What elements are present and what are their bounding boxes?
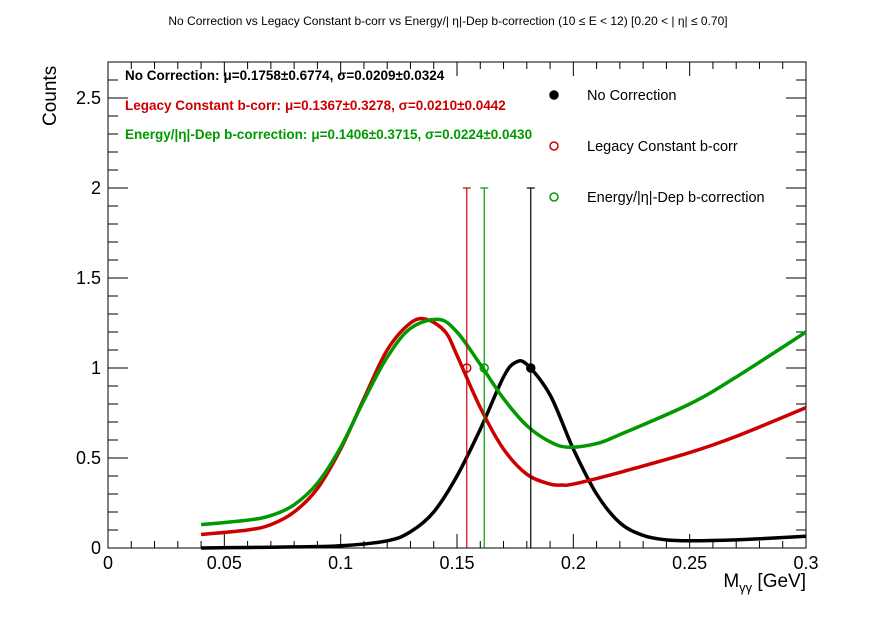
- x-tick-labels: 0 0.05 0.1 0.15 0.2 0.25 0.3: [103, 553, 819, 573]
- data-point-3: [479, 363, 489, 373]
- legend-marker-3: [549, 192, 559, 202]
- fit-stats-1: No Correction: μ=0.1758±0.6774, σ=0.0209±…: [125, 68, 445, 83]
- y-tick-labels: 0 0.5 1 1.5 2 2.5: [76, 88, 101, 558]
- fit-stats-2: Legacy Constant b-corr: μ=0.1367±0.3278, …: [125, 98, 506, 113]
- fit-curve-2: [200, 316, 807, 537]
- fit-stats-box: No Correction: μ=0.1758±0.6774, σ=0.0209±…: [125, 68, 532, 142]
- legend-entry-3: Energy/|η|-Dep b-correction: [587, 190, 765, 206]
- legend: No Correction Legacy Constant b-corr Energ…: [549, 88, 765, 206]
- x-tick-label: 0.1: [328, 553, 353, 573]
- fit-stats-values: μ=0.1406±0.3715, σ=0.0224±0.0430: [311, 127, 532, 142]
- fit-curve-3: [200, 317, 807, 527]
- x-axis-title: Mγγ [GeV]: [723, 571, 806, 595]
- y-tick-label: 1: [91, 358, 101, 378]
- x-tick-label: 0.2: [561, 553, 586, 573]
- x-tick-label: 0.15: [439, 553, 474, 573]
- x-axis-title-main: M: [723, 571, 739, 592]
- x-tick-label: 0.3: [793, 553, 818, 573]
- fit-stats-values: μ=0.1367±0.3278, σ=0.0210±0.0442: [285, 98, 506, 113]
- y-tick-label: 0: [91, 538, 101, 558]
- chart-title: No Correction vs Legacy Constant b-corr …: [168, 14, 727, 28]
- y-tick-label: 2: [91, 178, 101, 198]
- x-tick-label: 0: [103, 553, 113, 573]
- x-tick-label: 0.05: [207, 553, 242, 573]
- fit-stats-values: μ=0.1758±0.6774, σ=0.0209±0.0324: [224, 68, 445, 83]
- data-point-2: [462, 363, 472, 373]
- fit-stats-label: Legacy Constant b-corr:: [125, 98, 281, 113]
- fit-stats-label: Energy/|η|-Dep b-correction:: [125, 127, 307, 142]
- fit-stats-3: Energy/|η|-Dep b-correction: μ=0.1406±0.3…: [125, 127, 532, 142]
- fit-stats-label: No Correction:: [125, 68, 220, 83]
- y-tick-label: 1.5: [76, 268, 101, 288]
- axis-ticks: [107, 61, 807, 549]
- data-points: [462, 187, 536, 548]
- y-tick-label: 2.5: [76, 88, 101, 108]
- legend-marker-2: [549, 141, 559, 151]
- x-axis-title-sub: γγ: [739, 580, 753, 595]
- fit-curve-1: [201, 358, 807, 550]
- legend-marker-1: [549, 90, 559, 100]
- x-axis-title-unit: [GeV]: [752, 571, 806, 592]
- y-axis-title: Counts: [40, 66, 61, 126]
- y-tick-label: 0.5: [76, 448, 101, 468]
- x-tick-label: 0.25: [672, 553, 707, 573]
- fit-curves: [200, 316, 807, 550]
- legend-entry-1: No Correction: [587, 88, 676, 104]
- data-point-1: [526, 363, 536, 373]
- legend-entry-2: Legacy Constant b-corr: [587, 139, 738, 155]
